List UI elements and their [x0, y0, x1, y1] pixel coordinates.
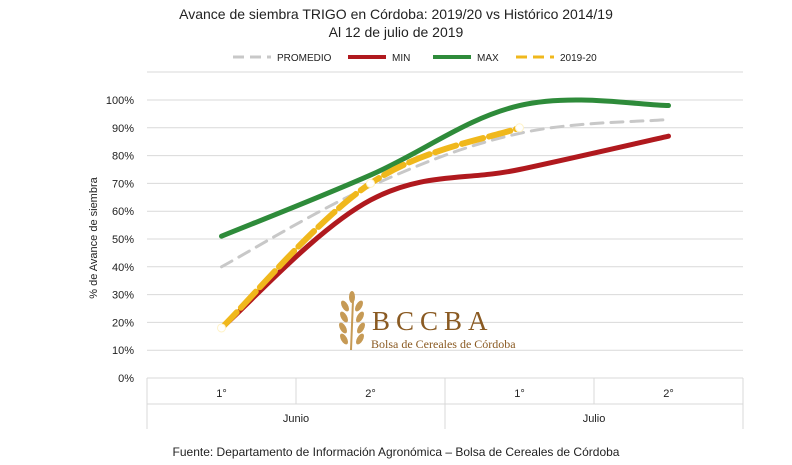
series-point-2019-20: [515, 123, 524, 133]
y-tick-label: 70%: [112, 178, 134, 190]
x-tick-label: 1°: [514, 388, 525, 400]
logo-full-name: Bolsa de Cereales de Córdoba: [371, 337, 516, 351]
legend-label-2019-20: 2019-20: [560, 53, 597, 64]
y-tick-label: 0%: [118, 373, 134, 385]
series-point-2019-20: [217, 323, 226, 333]
y-tick-label: 50%: [112, 234, 134, 246]
y-tick-label: 10%: [112, 345, 134, 357]
y-tick-label: 30%: [112, 290, 134, 302]
x-axis: 1° 2° 1° 2° Junio Julio: [146, 377, 744, 429]
y-tick-label: 100%: [106, 95, 134, 107]
y-tick-label: 60%: [112, 206, 134, 218]
x-group-label: Julio: [583, 413, 606, 425]
series-line-2019-20: [218, 124, 523, 331]
x-tick-label: 1°: [216, 388, 227, 400]
series-point-2019-20: [366, 178, 375, 188]
source-note: Fuente: Departamento de Información Agro…: [173, 445, 620, 459]
logo-name: BCCBA: [372, 306, 494, 336]
legend: PROMEDIO MIN MAX 2019-20: [233, 53, 597, 64]
y-tick-label: 20%: [112, 317, 134, 329]
x-tick-label: 2°: [663, 388, 674, 400]
y-axis-title: % de Avance de siembra: [88, 176, 100, 298]
series-line-min: [219, 133, 671, 331]
y-tick-label: 40%: [112, 262, 134, 274]
chart-title: Avance de siembra TRIGO en Córdoba: 2019…: [179, 6, 613, 22]
wheat-icon: [339, 291, 365, 350]
x-group-label: Junio: [283, 413, 309, 425]
legend-label-min: MIN: [392, 53, 410, 64]
series-layer: [217, 97, 671, 333]
bccba-logo: BCCBA Bolsa de Cereales de Córdoba: [339, 291, 516, 351]
legend-label-promedio: PROMEDIO: [277, 53, 332, 64]
chart-subtitle: Al 12 de julio de 2019: [329, 24, 464, 40]
series-line-promedio: [220, 117, 670, 269]
grid: [147, 71, 743, 379]
series-line-max: [219, 97, 671, 239]
y-tick-label: 90%: [112, 123, 134, 135]
y-tick-label: 80%: [112, 151, 134, 163]
y-axis-ticks: 0% 10% 20% 30% 40% 50% 60% 70% 80% 90% 100%: [106, 95, 134, 385]
legend-label-max: MAX: [477, 53, 499, 64]
x-tick-label: 2°: [365, 388, 376, 400]
